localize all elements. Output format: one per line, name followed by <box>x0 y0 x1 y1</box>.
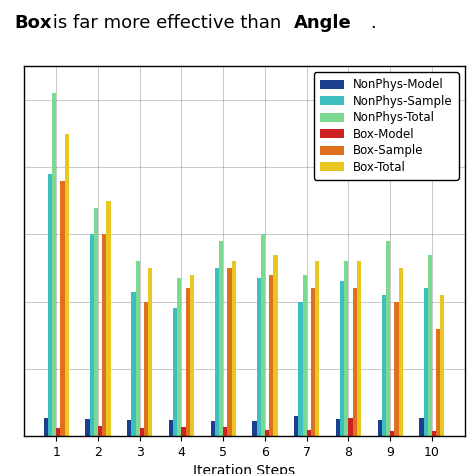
Bar <box>219 241 223 436</box>
Bar <box>315 261 319 436</box>
Bar <box>294 416 298 436</box>
Bar <box>190 275 194 436</box>
Bar <box>419 418 424 436</box>
Bar <box>131 292 136 436</box>
Bar <box>186 288 190 436</box>
Bar <box>102 235 106 436</box>
Bar <box>127 420 131 436</box>
Bar <box>265 430 269 436</box>
Bar <box>273 255 277 436</box>
Bar <box>215 268 219 436</box>
Bar <box>64 134 69 436</box>
Bar <box>253 421 256 436</box>
Bar <box>261 235 265 436</box>
Bar <box>44 418 48 436</box>
Bar <box>61 181 64 436</box>
Bar <box>56 428 61 436</box>
Bar <box>256 278 261 436</box>
Bar <box>169 420 173 436</box>
Bar <box>177 278 182 436</box>
Bar <box>357 261 361 436</box>
Bar <box>440 295 445 436</box>
Bar <box>353 288 357 436</box>
Bar <box>340 282 344 436</box>
Bar <box>211 420 215 436</box>
Bar <box>390 431 394 436</box>
Bar <box>336 419 340 436</box>
Bar <box>302 275 307 436</box>
Bar <box>228 268 232 436</box>
Bar <box>399 268 403 436</box>
Bar <box>94 208 98 436</box>
Bar <box>432 431 436 436</box>
Bar <box>382 295 386 436</box>
Bar <box>386 241 390 436</box>
Bar <box>98 426 102 436</box>
Bar <box>85 419 90 436</box>
Text: Angle: Angle <box>294 14 352 32</box>
Bar <box>223 427 228 436</box>
Bar <box>90 235 94 436</box>
Bar <box>298 301 302 436</box>
Bar <box>378 420 382 436</box>
Legend: NonPhys-Model, NonPhys-Sample, NonPhys-Total, Box-Model, Box-Sample, Box-Total: NonPhys-Model, NonPhys-Sample, NonPhys-T… <box>314 72 459 180</box>
Text: Box: Box <box>14 14 52 32</box>
Bar <box>173 309 177 436</box>
Text: is far more effective than: is far more effective than <box>47 14 287 32</box>
Bar <box>52 93 56 436</box>
Bar <box>436 328 440 436</box>
Bar <box>428 255 432 436</box>
Bar <box>424 288 428 436</box>
Bar <box>144 301 148 436</box>
Bar <box>307 430 311 436</box>
Bar <box>136 261 140 436</box>
Bar <box>232 261 236 436</box>
Bar <box>269 275 273 436</box>
Bar <box>344 261 348 436</box>
Bar <box>140 428 144 436</box>
Bar <box>311 288 315 436</box>
Text: .: . <box>370 14 375 32</box>
Bar <box>106 201 110 436</box>
Bar <box>348 418 353 436</box>
X-axis label: Iteration Steps: Iteration Steps <box>193 465 295 474</box>
Bar <box>48 174 52 436</box>
Bar <box>182 427 186 436</box>
Bar <box>148 268 152 436</box>
Bar <box>394 301 399 436</box>
